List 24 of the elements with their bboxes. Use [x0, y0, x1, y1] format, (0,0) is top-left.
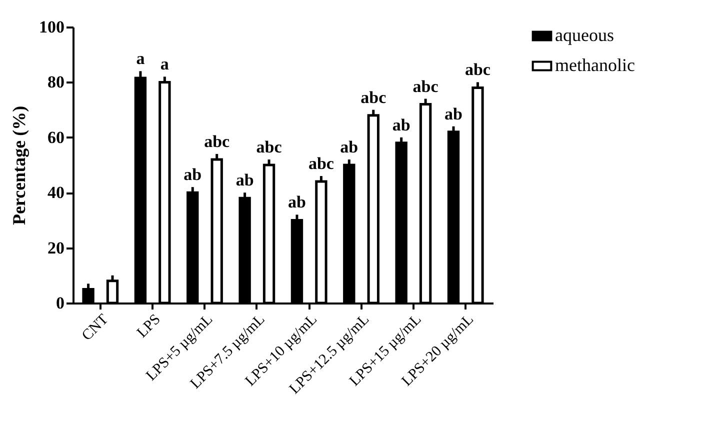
- y-axis-title: Percentage (%): [9, 106, 29, 226]
- data-label: ab: [236, 170, 254, 190]
- data-label: abc: [308, 154, 334, 174]
- data-label: ab: [288, 192, 306, 212]
- data-label: ab: [340, 137, 358, 156]
- legend-label: methanolic: [555, 55, 635, 75]
- data-label: abc: [204, 132, 230, 151]
- data-label: abc: [256, 137, 282, 156]
- y-tick-label: 40: [48, 183, 64, 202]
- data-label: a: [160, 54, 170, 74]
- data-label: abc: [464, 60, 491, 80]
- data-label: ab: [444, 104, 462, 124]
- data-label: ab: [184, 165, 202, 184]
- data-label: ab: [392, 115, 410, 134]
- legend-label: aqueous: [555, 25, 614, 45]
- data-label: a: [136, 49, 146, 68]
- y-tick-label: 100: [39, 18, 64, 36]
- x-tick-label: LPS: [134, 312, 164, 342]
- y-tick-label: 80: [48, 72, 64, 92]
- data-label: abc: [412, 76, 439, 96]
- y-tick-label: 0: [56, 294, 64, 312]
- data-label: abc: [360, 88, 387, 107]
- y-tick-label: 20: [48, 238, 64, 258]
- y-tick-label: 60: [48, 128, 64, 147]
